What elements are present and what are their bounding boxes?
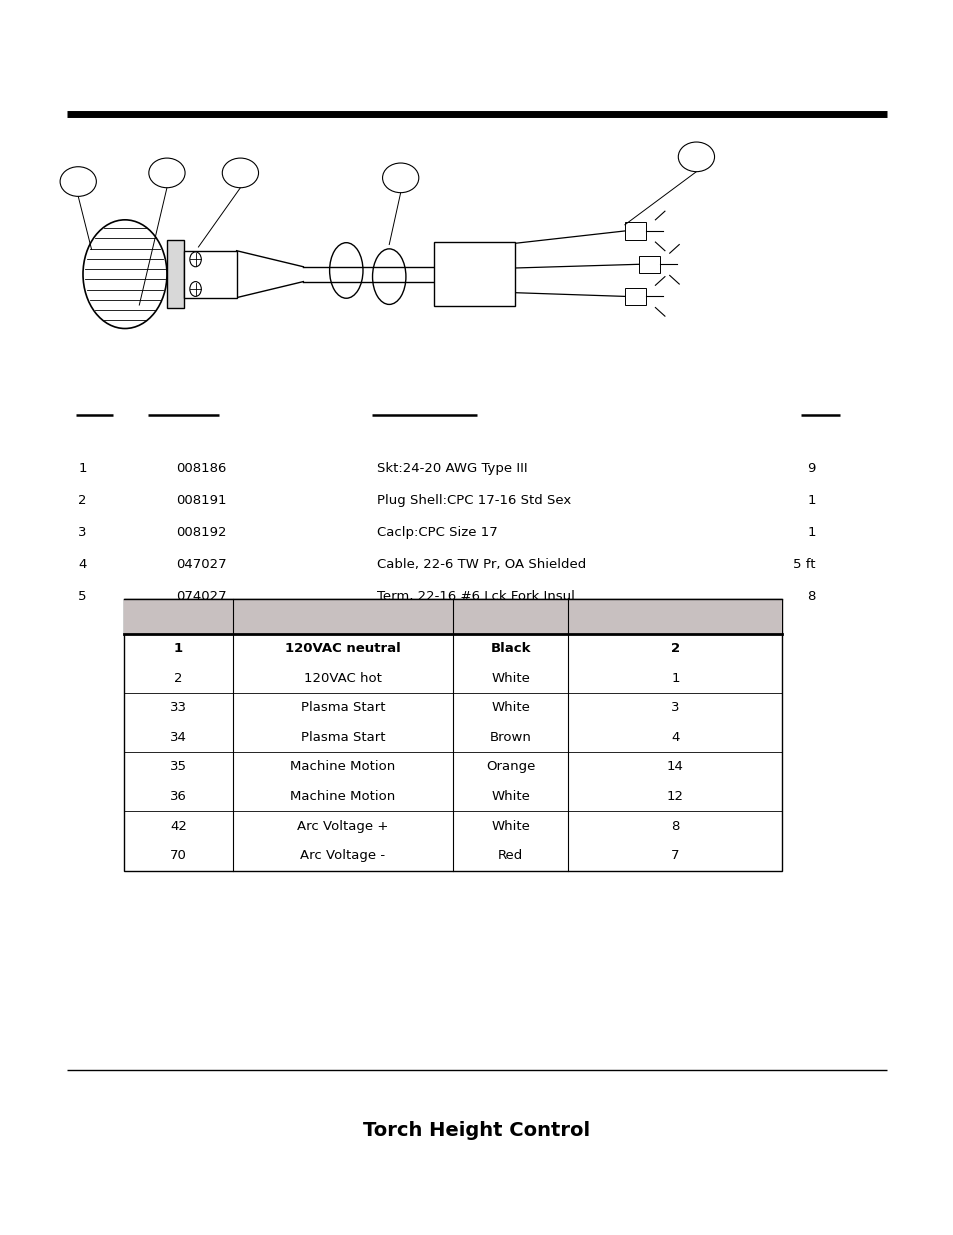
Text: 2: 2 xyxy=(670,642,679,655)
Text: 4: 4 xyxy=(78,558,87,572)
Text: 9: 9 xyxy=(806,462,815,475)
Text: 120VAC hot: 120VAC hot xyxy=(304,672,381,684)
Text: Arc Voltage +: Arc Voltage + xyxy=(297,820,388,832)
Text: 5 ft: 5 ft xyxy=(792,558,815,572)
Bar xyxy=(124,599,781,871)
Text: 008192: 008192 xyxy=(176,526,227,540)
Bar xyxy=(624,222,645,240)
Text: 14: 14 xyxy=(666,761,683,773)
Text: 42: 42 xyxy=(170,820,187,832)
Text: White: White xyxy=(491,672,530,684)
Bar xyxy=(639,256,659,273)
Text: 34: 34 xyxy=(170,731,187,743)
Ellipse shape xyxy=(382,163,418,193)
Text: 008186: 008186 xyxy=(176,462,227,475)
Text: 12: 12 xyxy=(666,790,683,803)
Text: 1: 1 xyxy=(173,642,183,655)
Text: 1: 1 xyxy=(806,526,815,540)
Text: Arc Voltage -: Arc Voltage - xyxy=(300,850,385,862)
Text: 074027: 074027 xyxy=(176,590,227,604)
Ellipse shape xyxy=(222,158,258,188)
Text: Torch Height Control: Torch Height Control xyxy=(363,1120,590,1140)
Text: 1: 1 xyxy=(670,672,679,684)
Text: 7: 7 xyxy=(670,850,679,862)
Text: 1: 1 xyxy=(78,462,87,475)
Circle shape xyxy=(190,252,201,267)
Bar xyxy=(167,240,184,308)
Text: 3: 3 xyxy=(670,701,679,714)
Ellipse shape xyxy=(678,142,714,172)
Text: Black: Black xyxy=(490,642,531,655)
Text: Plug Shell:CPC 17-16 Std Sex: Plug Shell:CPC 17-16 Std Sex xyxy=(376,494,571,508)
Text: Skt:24-20 AWG Type III: Skt:24-20 AWG Type III xyxy=(376,462,527,475)
Text: 2: 2 xyxy=(78,494,87,508)
Text: White: White xyxy=(491,790,530,803)
Text: 33: 33 xyxy=(170,701,187,714)
Text: Machine Motion: Machine Motion xyxy=(290,790,395,803)
Text: 1: 1 xyxy=(806,494,815,508)
Text: Cable, 22-6 TW Pr, OA Shielded: Cable, 22-6 TW Pr, OA Shielded xyxy=(376,558,585,572)
Circle shape xyxy=(83,220,167,329)
Bar xyxy=(184,251,236,298)
Text: Orange: Orange xyxy=(485,761,535,773)
Text: 36: 36 xyxy=(170,790,187,803)
Bar xyxy=(434,242,515,306)
Ellipse shape xyxy=(149,158,185,188)
Text: Plasma Start: Plasma Start xyxy=(300,701,385,714)
Text: 8: 8 xyxy=(806,590,815,604)
Text: 008191: 008191 xyxy=(176,494,227,508)
Text: White: White xyxy=(491,701,530,714)
Text: Machine Motion: Machine Motion xyxy=(290,761,395,773)
Text: Caclp:CPC Size 17: Caclp:CPC Size 17 xyxy=(376,526,497,540)
Ellipse shape xyxy=(60,167,96,196)
Text: 4: 4 xyxy=(670,731,679,743)
Bar xyxy=(624,288,645,305)
Text: 047027: 047027 xyxy=(176,558,227,572)
Text: Brown: Brown xyxy=(489,731,531,743)
Bar xyxy=(124,599,781,634)
Text: 5: 5 xyxy=(78,590,87,604)
Text: Red: Red xyxy=(497,850,523,862)
Text: Term, 22-16 #6 Lck Fork Insul: Term, 22-16 #6 Lck Fork Insul xyxy=(376,590,574,604)
Text: 120VAC neutral: 120VAC neutral xyxy=(285,642,400,655)
Text: Plasma Start: Plasma Start xyxy=(300,731,385,743)
Text: White: White xyxy=(491,820,530,832)
Circle shape xyxy=(190,282,201,296)
Text: 8: 8 xyxy=(670,820,679,832)
Text: 35: 35 xyxy=(170,761,187,773)
Text: 2: 2 xyxy=(173,672,182,684)
Text: 3: 3 xyxy=(78,526,87,540)
Text: 70: 70 xyxy=(170,850,187,862)
